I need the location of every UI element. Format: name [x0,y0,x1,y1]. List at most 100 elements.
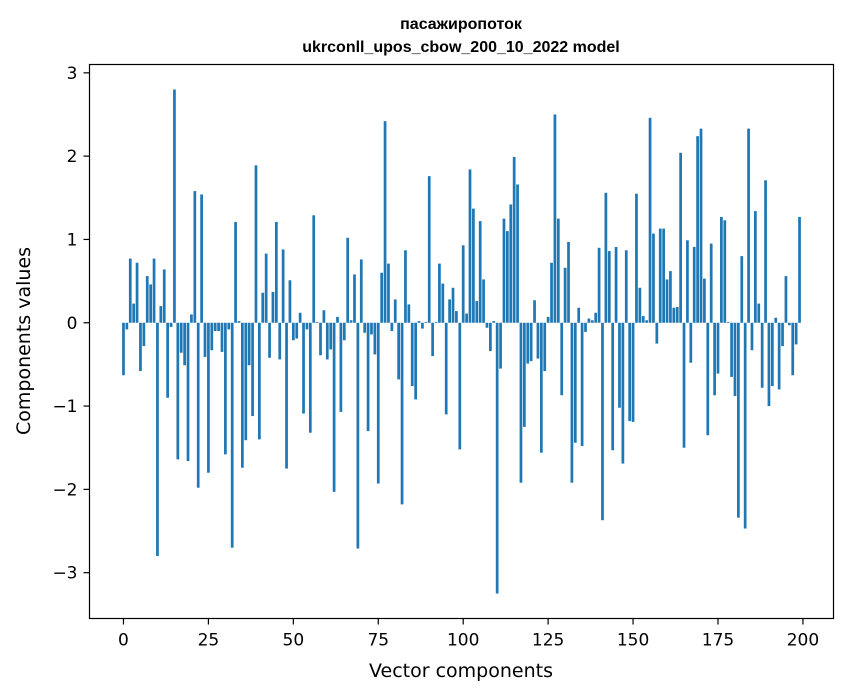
y-tick-label: −2 [52,480,77,500]
bar [210,322,214,351]
bar [268,322,271,358]
bar [336,316,339,323]
bar [329,322,333,350]
bar [315,321,319,323]
x-tick-label: 125 [532,631,564,651]
bar [427,176,431,323]
x-tick-label: 150 [617,631,649,651]
bar [183,322,186,366]
bar [539,322,543,453]
bar [159,306,163,323]
bar [325,322,329,360]
bar [376,322,380,484]
bar [421,322,424,329]
bar [624,250,628,323]
bar [506,231,509,323]
bar [546,316,550,323]
x-tick-label: 50 [283,631,305,651]
bar [434,321,438,323]
bar [767,322,771,407]
bar [217,322,220,332]
bar [594,312,598,323]
bar [247,322,251,366]
bar [414,322,417,400]
bar [573,322,577,443]
bar [132,303,136,323]
bar [658,228,662,323]
bar [319,322,322,356]
bar [536,322,540,359]
x-tick-label: 75 [367,631,389,651]
bar [482,279,485,323]
bar [128,258,132,323]
bar [373,322,377,355]
bar [584,322,587,332]
plot-frame [88,63,835,620]
bar [308,322,312,433]
bar [176,322,180,460]
bar [162,269,166,323]
bar [122,322,125,376]
bar [774,317,778,323]
bar [295,322,299,339]
bar [251,322,254,417]
bar [237,321,241,323]
bar [665,279,669,323]
bar [543,322,547,372]
bar [784,276,788,323]
bar [635,193,638,323]
y-tick-label: 1 [67,230,78,250]
bar [400,322,404,505]
y-axis: −3 −2 −1 0 1 2 3 [52,64,90,584]
bar [764,180,767,323]
bar [125,322,129,330]
bar [618,322,621,408]
bar [234,221,237,323]
bar [777,322,781,390]
bar [723,220,727,323]
bar [604,192,608,323]
bar [285,322,288,469]
bar [203,322,207,357]
bar [387,263,390,323]
bar [577,307,581,323]
bar [580,322,584,447]
bar [166,322,169,398]
bar [478,221,482,323]
bar [196,322,200,488]
bar [499,322,502,369]
bar [342,322,346,341]
bar [726,321,730,323]
bar [444,322,448,415]
bar [760,322,764,388]
bar [230,322,234,548]
bar [258,322,261,440]
bar [190,314,193,323]
bar [648,117,652,323]
bar [567,241,570,323]
bar [645,320,649,323]
bar [662,228,665,323]
bar [448,299,451,323]
bar [339,322,343,412]
bar [220,322,224,352]
bar [787,322,791,326]
bar [512,156,516,323]
x-tick-label: 100 [447,631,479,651]
x-tick-label: 200 [787,631,819,651]
bar [509,204,513,323]
bar [601,322,604,521]
bar [227,322,231,330]
bar [278,322,282,360]
bar [152,258,156,323]
bar [553,114,557,323]
bar [438,263,441,323]
bar [495,322,499,594]
bar [720,216,723,323]
bar [781,322,784,347]
bar [356,322,360,549]
bar [424,321,428,323]
bar [142,322,146,347]
bar [407,304,411,323]
